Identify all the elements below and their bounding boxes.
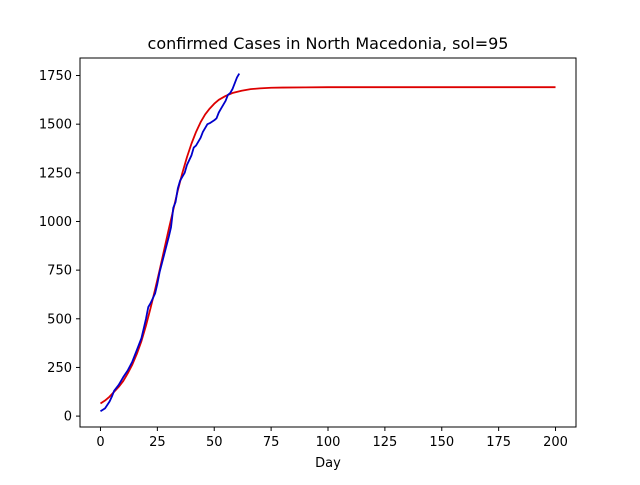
series-line-observed: [99, 73, 241, 412]
x-axis-ticks: 0 25 50 75 100 125 150 175 200: [96, 427, 568, 450]
x-tick-label: 100: [316, 435, 341, 450]
x-tick-label: 150: [429, 435, 454, 450]
chart-title: confirmed Cases in North Macedonia, sol=…: [148, 34, 509, 53]
plot-frame: [79, 57, 577, 428]
y-tick-label: 0: [64, 410, 72, 425]
x-tick-label: 25: [149, 435, 166, 450]
series-line-model: [99, 86, 556, 405]
x-tick-label: 200: [543, 435, 568, 450]
plot-area: [80, 58, 576, 427]
series-lines: [99, 73, 556, 412]
y-tick-label: 1500: [39, 118, 72, 133]
x-tick-label: 0: [96, 435, 104, 450]
y-tick-label: 750: [47, 264, 72, 279]
y-tick-label: 1250: [39, 166, 72, 181]
y-axis-ticks: 0 250 500 750 1000 1250 1500 1750: [39, 69, 80, 425]
y-tick-label: 1750: [39, 69, 72, 84]
y-tick-label: 500: [47, 312, 72, 327]
y-tick-label: 250: [47, 361, 72, 376]
x-tick-label: 75: [263, 435, 280, 450]
x-tick-label: 125: [372, 435, 397, 450]
y-tick-label: 1000: [39, 215, 72, 230]
x-tick-label: 50: [206, 435, 223, 450]
x-axis-label: Day: [315, 456, 341, 471]
x-tick-label: 175: [486, 435, 511, 450]
